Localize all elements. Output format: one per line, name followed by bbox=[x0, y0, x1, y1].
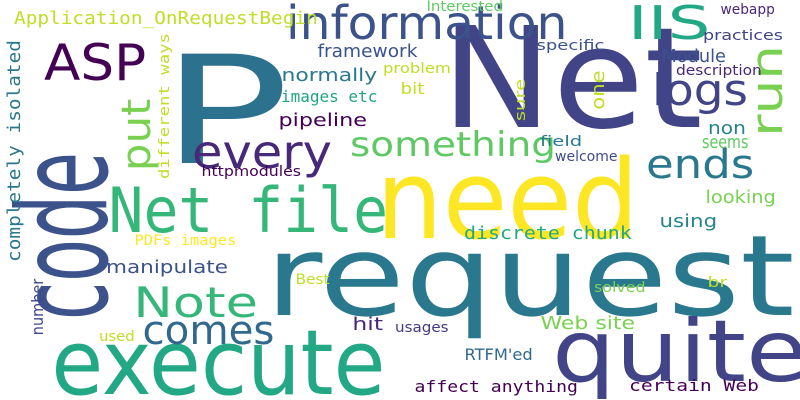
word-put: put bbox=[114, 98, 161, 172]
word-usages: usages bbox=[395, 320, 449, 336]
word-solved: solved bbox=[594, 280, 646, 296]
word-application-onrequestbegin: Application_OnRequestBegin bbox=[14, 8, 318, 29]
word-quite: quite bbox=[551, 302, 800, 400]
word-framework: framework bbox=[316, 41, 417, 62]
word-certain-web: certain Web bbox=[629, 376, 759, 395]
word-request: request bbox=[265, 212, 795, 342]
word-net-file: Net file bbox=[108, 174, 388, 247]
word-normally: normally bbox=[281, 65, 377, 86]
word-module: Module bbox=[660, 46, 726, 67]
word-problem: problem bbox=[383, 61, 451, 77]
word-web-site: Web site bbox=[539, 313, 635, 334]
word-practices: practices bbox=[703, 28, 783, 44]
word-sure: sure bbox=[513, 78, 530, 122]
word-welcome: welcome bbox=[555, 149, 618, 165]
word-completely-isolated: completely isolated bbox=[3, 40, 25, 262]
word-information: information bbox=[286, 0, 568, 50]
word-note: Note bbox=[132, 278, 258, 327]
word-webapp: webapp bbox=[719, 2, 775, 18]
word-field: field bbox=[539, 134, 583, 150]
word-used: used bbox=[99, 329, 135, 345]
word-iis: IIS bbox=[627, 0, 711, 50]
word-net: Net bbox=[441, 0, 703, 161]
word-pdfs-images: PDFs images bbox=[134, 233, 236, 249]
word-images-etc: images etc bbox=[281, 87, 378, 106]
word-something: something bbox=[350, 125, 556, 165]
word-need: need bbox=[375, 136, 639, 264]
word-number: number bbox=[28, 278, 48, 336]
word-pipeline: pipeline bbox=[277, 110, 367, 131]
word-best: Best bbox=[294, 272, 330, 288]
word-manipulate: manipulate bbox=[106, 257, 228, 278]
word-affect-anything: affect anything bbox=[414, 377, 578, 396]
word-ends: ends bbox=[645, 142, 755, 188]
word-using: using bbox=[659, 211, 717, 232]
word-seems: seems bbox=[702, 132, 749, 153]
word-br: br bbox=[707, 275, 727, 291]
word-p: P bbox=[160, 25, 290, 199]
word-different-ways: different ways bbox=[157, 33, 174, 179]
word-description: description bbox=[675, 63, 762, 79]
word-execute: execute bbox=[50, 311, 385, 400]
word-looking: looking bbox=[704, 187, 776, 208]
word-logs: logs bbox=[651, 65, 749, 116]
word-httpmodules: httpmodules bbox=[201, 164, 301, 180]
word-specific: specific bbox=[536, 38, 604, 54]
word-one: one bbox=[587, 70, 609, 110]
word-asp: ASP bbox=[43, 34, 147, 92]
word-discrete-chunk: discrete chunk bbox=[464, 223, 632, 244]
word-run: run bbox=[741, 45, 793, 137]
word-rtfmed: RTFM'ed bbox=[463, 345, 533, 364]
word-comes: comes bbox=[141, 308, 274, 354]
word-hit: hit bbox=[351, 314, 383, 335]
word-non: non bbox=[708, 118, 746, 139]
word-every: every bbox=[191, 125, 332, 179]
word-bit: bit bbox=[400, 79, 424, 98]
word-interested: Interested bbox=[425, 0, 503, 15]
